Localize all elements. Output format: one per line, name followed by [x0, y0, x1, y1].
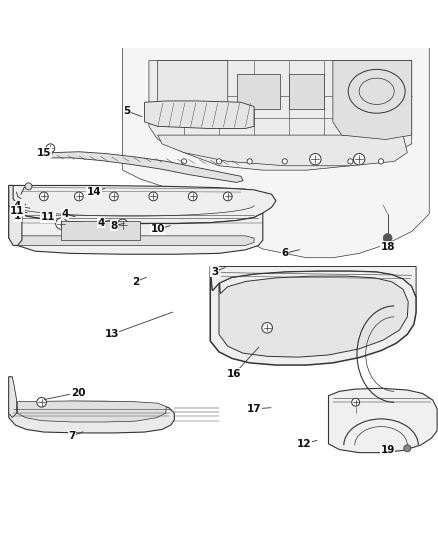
- Text: 17: 17: [247, 404, 261, 414]
- Polygon shape: [123, 47, 429, 258]
- Circle shape: [404, 445, 411, 452]
- Circle shape: [282, 159, 287, 164]
- Text: 18: 18: [380, 242, 395, 252]
- Circle shape: [247, 159, 252, 164]
- Polygon shape: [333, 61, 412, 140]
- Circle shape: [348, 159, 353, 164]
- Circle shape: [310, 154, 321, 165]
- Text: 6: 6: [281, 248, 288, 259]
- Polygon shape: [9, 377, 174, 433]
- Circle shape: [313, 159, 318, 164]
- Text: 13: 13: [104, 329, 119, 340]
- Circle shape: [74, 192, 83, 201]
- Text: 5: 5: [124, 106, 131, 116]
- Circle shape: [378, 159, 384, 164]
- Text: 12: 12: [297, 439, 312, 449]
- Circle shape: [383, 233, 392, 243]
- Circle shape: [56, 218, 67, 229]
- Text: 8: 8: [110, 221, 117, 231]
- Polygon shape: [18, 401, 166, 422]
- Polygon shape: [328, 388, 437, 453]
- Text: 11: 11: [41, 213, 56, 222]
- Polygon shape: [9, 185, 22, 246]
- Text: 1: 1: [14, 211, 21, 221]
- Circle shape: [117, 219, 128, 231]
- Polygon shape: [145, 101, 254, 128]
- Circle shape: [188, 192, 197, 201]
- Text: 4: 4: [97, 217, 104, 228]
- Circle shape: [46, 144, 55, 152]
- Bar: [61, 221, 140, 240]
- Text: 2: 2: [132, 277, 139, 287]
- Circle shape: [149, 192, 158, 201]
- Polygon shape: [149, 61, 412, 170]
- Text: 4: 4: [14, 201, 21, 211]
- Circle shape: [39, 192, 48, 201]
- Text: 4: 4: [61, 209, 68, 219]
- Circle shape: [110, 192, 118, 201]
- Polygon shape: [210, 266, 416, 365]
- Circle shape: [181, 159, 187, 164]
- Polygon shape: [158, 61, 228, 126]
- Polygon shape: [9, 377, 17, 418]
- Bar: [237, 74, 280, 109]
- Circle shape: [223, 192, 232, 201]
- Circle shape: [352, 398, 360, 406]
- Polygon shape: [210, 266, 416, 297]
- Polygon shape: [13, 236, 254, 246]
- Circle shape: [262, 322, 272, 333]
- Text: 3: 3: [211, 266, 218, 277]
- Polygon shape: [9, 185, 276, 223]
- Text: 19: 19: [381, 446, 395, 456]
- Polygon shape: [158, 135, 407, 166]
- Text: 14: 14: [87, 187, 102, 197]
- Circle shape: [25, 183, 32, 190]
- Circle shape: [216, 159, 222, 164]
- Text: 10: 10: [150, 224, 165, 235]
- Polygon shape: [9, 207, 263, 254]
- Polygon shape: [50, 152, 243, 182]
- Text: 20: 20: [71, 387, 85, 398]
- Bar: [289, 74, 324, 109]
- Text: 15: 15: [36, 148, 51, 158]
- Polygon shape: [219, 271, 408, 357]
- Text: 16: 16: [227, 369, 242, 379]
- Text: 7: 7: [69, 431, 76, 441]
- Circle shape: [37, 398, 46, 407]
- Text: 11: 11: [10, 206, 25, 216]
- Circle shape: [353, 154, 365, 165]
